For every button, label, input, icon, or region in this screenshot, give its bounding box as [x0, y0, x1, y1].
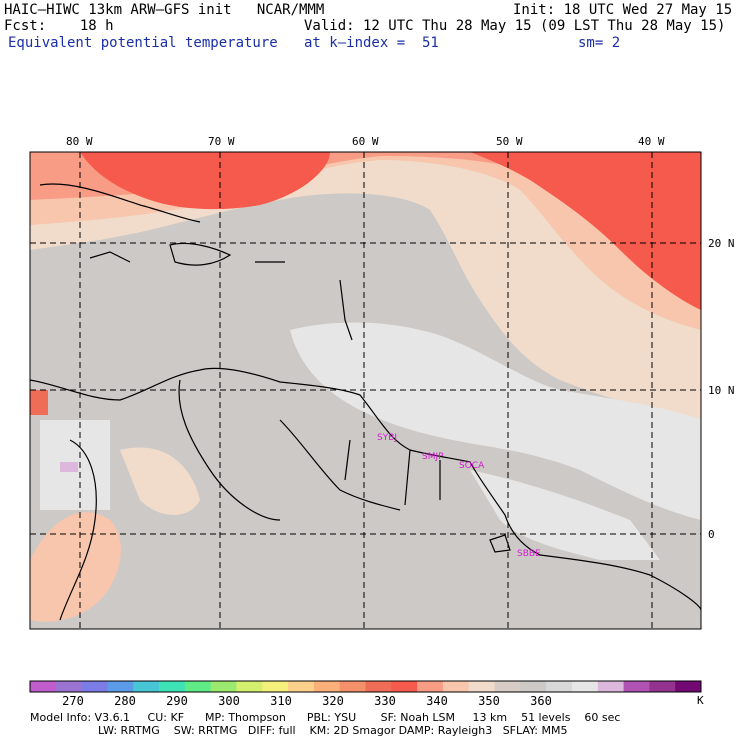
coastlines [30, 183, 701, 621]
city-label: SYBJ [377, 433, 397, 443]
colorbar-swatch [546, 681, 573, 692]
colorbar-frame [29, 680, 702, 693]
colorbar-label: 310 [270, 694, 292, 708]
lon-label: 60 W [352, 135, 379, 148]
colorbar-swatch [649, 681, 676, 692]
lat-label: 10 N [708, 384, 735, 397]
colorbar-label: 270 [62, 694, 84, 708]
title-left: HAIC–HIWC 13km ARW–GFS init NCAR/MMM [4, 2, 325, 18]
colorbar-label: 320 [322, 694, 344, 708]
colorbar-swatch [339, 681, 366, 692]
model-info-line1: Model Info: V3.6.1 CU: KF MP: Thompson P… [30, 711, 621, 724]
colorbar-swatch [288, 681, 315, 692]
city-label: SOCA [459, 461, 485, 471]
colorbar-swatch [417, 681, 444, 692]
colorbar-swatch [597, 681, 624, 692]
colorbar-swatch [236, 681, 263, 692]
colorbar-swatch [571, 681, 599, 692]
colorbar-label: 330 [374, 694, 396, 708]
colorbar-swatch [520, 681, 547, 692]
colorbar-swatch [468, 681, 495, 692]
colorbar-swatch [675, 681, 702, 692]
level-index: at k–index = 51 [304, 35, 439, 51]
colorbar-swatch [262, 681, 289, 692]
colorbar-swatch [133, 681, 160, 692]
field-name: Equivalent potential temperature [8, 35, 278, 51]
valid-time: Valid: 12 UTC Thu 28 May 15 (09 LST Thu … [304, 18, 726, 34]
colorbar-swatch [159, 681, 186, 692]
smoothing: sm= 2 [578, 35, 621, 51]
colorbar-swatch [30, 681, 57, 692]
map-frame [29, 151, 702, 630]
colorbar-swatch [55, 681, 82, 692]
colorbar-swatch [365, 681, 392, 692]
lon-label: 70 W [208, 135, 235, 148]
colorbar-swatch [442, 681, 470, 692]
model-info-line2: LW: RRTMG SW: RRTMG DIFF: full KM: 2D Sm… [98, 724, 568, 737]
colorbar-label: 300 [218, 694, 240, 708]
graticule [30, 152, 701, 629]
colorbar-unit: K [697, 694, 704, 707]
city-label: SBBE [517, 549, 541, 559]
init-time: Init: 18 UTC Wed 27 May 15 [513, 2, 733, 18]
lat-label: 0 [708, 528, 715, 541]
lon-label: 80 W [66, 135, 93, 148]
colorbar-swatch [107, 681, 134, 692]
forecast-hour: Fcst: 18 h [4, 18, 114, 34]
city-label: SMJP [422, 452, 444, 462]
colorbar-swatch [313, 681, 340, 692]
colorbar-label: 280 [114, 694, 136, 708]
lat-label: 20 N [708, 237, 735, 250]
colorbar-swatch [81, 681, 108, 692]
colorbar-label: 340 [426, 694, 448, 708]
colorbar-swatch [494, 681, 521, 692]
colorbar-swatch [184, 681, 211, 692]
colorbar-swatch [391, 681, 418, 692]
lon-label: 50 W [496, 135, 523, 148]
colorbar [29, 680, 702, 693]
colorbar-label: 290 [166, 694, 188, 708]
colorbar-swatch [210, 681, 237, 692]
lon-label: 40 W [638, 135, 665, 148]
colorbar-swatch [623, 681, 650, 692]
colorbar-label: 350 [478, 694, 500, 708]
colorbar-label: 360 [530, 694, 552, 708]
